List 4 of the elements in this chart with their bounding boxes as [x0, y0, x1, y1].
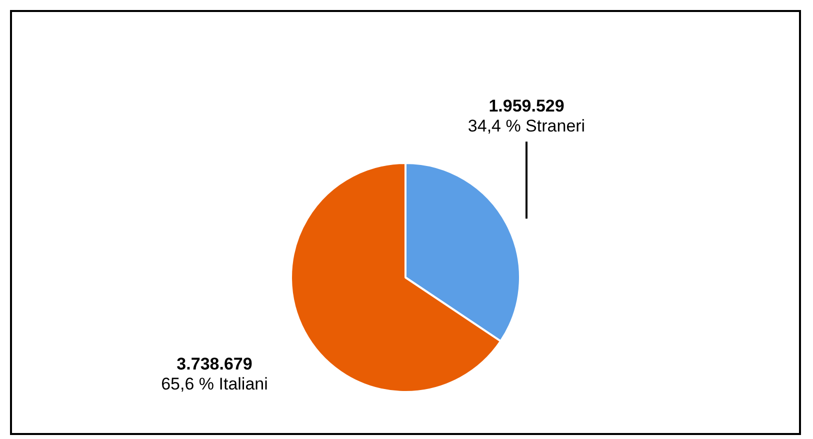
text: 34,4 % Straneri — [468, 116, 586, 136]
text: 65,6 % Italiani — [161, 374, 268, 394]
data-label: 3.738.679 — [176, 354, 252, 374]
data-label: 1.959.529 — [488, 96, 564, 116]
